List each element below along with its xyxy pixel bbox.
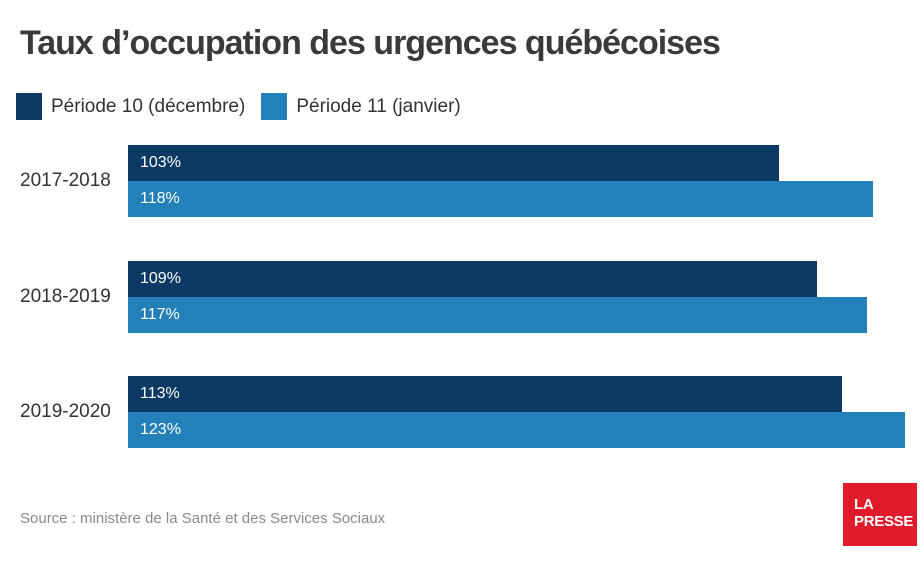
- bar-pair: 113% 123%: [128, 376, 924, 448]
- bar-pair: 103% 118%: [128, 145, 924, 217]
- legend: Période 10 (décembre) Période 11 (janvie…: [16, 93, 461, 120]
- row-label: 2017-2018: [20, 170, 111, 191]
- legend-swatch-period11-icon: [261, 93, 288, 120]
- lapresse-logo: LA PRESSE: [843, 483, 917, 546]
- bar-group-2018-2019: 2018-2019 109% 117%: [0, 261, 924, 333]
- bar-group-2019-2020: 2019-2020 113% 123%: [0, 376, 924, 448]
- legend-swatch-period10-icon: [16, 93, 42, 120]
- row-label: 2018-2019: [20, 286, 111, 307]
- bar-period10: 109%: [128, 261, 817, 297]
- bar-value-label: 123%: [140, 421, 181, 438]
- page-title: Taux d’occupation des urgences québécois…: [20, 24, 721, 62]
- source-credit: Source : ministère de la Santé et des Se…: [20, 510, 386, 527]
- bar-period11: 118%: [128, 181, 874, 217]
- bar-pair: 109% 117%: [128, 261, 924, 333]
- row-label: 2019-2020: [20, 401, 111, 422]
- bar-period11: 123%: [128, 412, 906, 448]
- legend-item-period10: Période 10 (décembre): [16, 93, 245, 120]
- bar-period10: 103%: [128, 145, 779, 181]
- legend-label-period11: Période 11 (janvier): [296, 95, 461, 117]
- bar-value-label: 118%: [140, 190, 180, 207]
- legend-label-period10: Période 10 (décembre): [51, 95, 246, 117]
- bar-value-label: 117%: [140, 306, 180, 323]
- legend-item-period11: Période 11 (janvier): [261, 93, 461, 120]
- logo-line2: PRESSE: [854, 513, 914, 530]
- bar-group-2017-2018: 2017-2018 103% 118%: [0, 145, 924, 217]
- bar-period11: 117%: [128, 297, 868, 333]
- logo-line1: LA: [854, 496, 874, 513]
- bar-value-label: 113%: [140, 385, 180, 402]
- bar-value-label: 109%: [140, 270, 181, 287]
- bar-period10: 113%: [128, 376, 842, 412]
- bar-value-label: 103%: [140, 154, 181, 171]
